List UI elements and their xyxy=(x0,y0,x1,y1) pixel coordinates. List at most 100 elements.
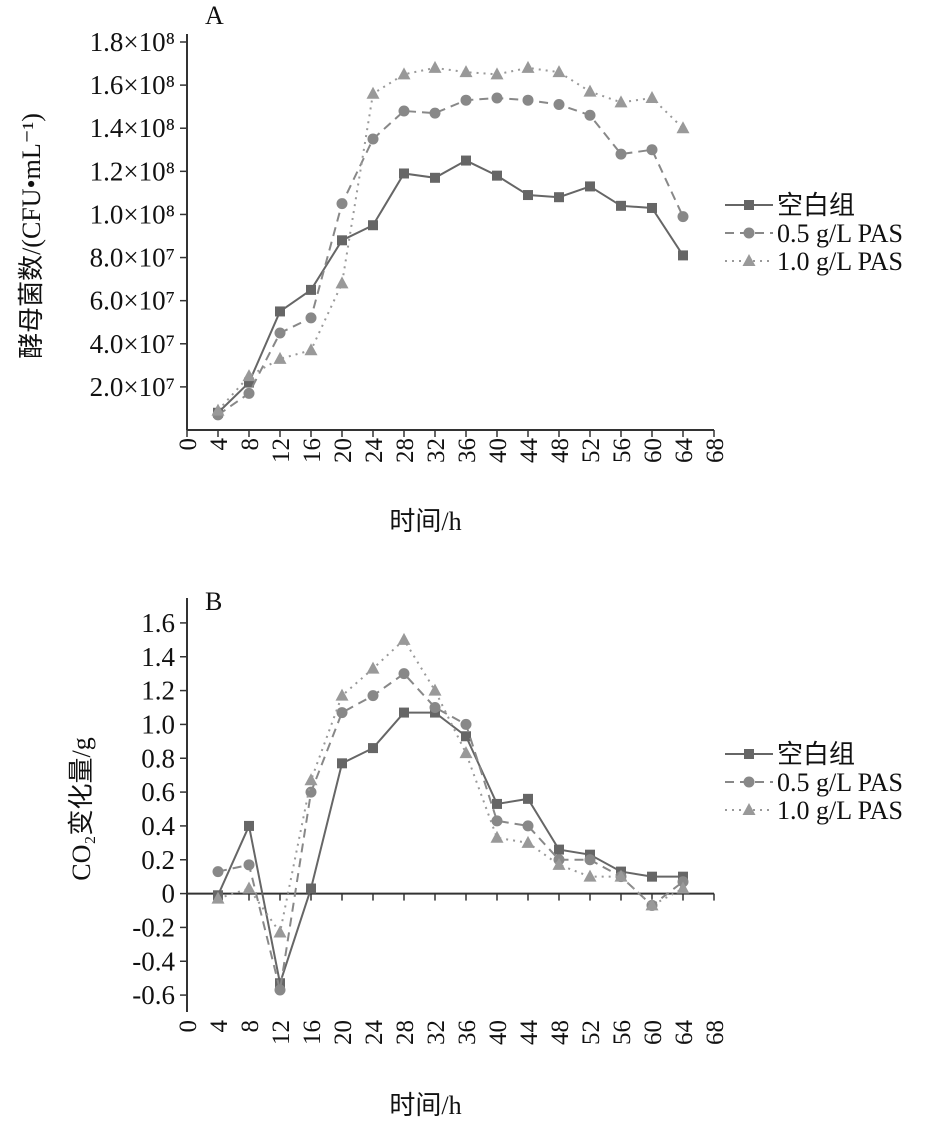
legend-label: 0.5 g/L PAS xyxy=(777,219,903,248)
y-tick-label: 0.6 xyxy=(141,777,175,807)
x-axis-title: 时间/h xyxy=(389,507,461,536)
data-point xyxy=(244,377,254,388)
x-tick-label: 4 xyxy=(206,1020,233,1033)
y-tick-label: 1.8×10⁸ xyxy=(90,27,175,57)
series-line xyxy=(217,97,684,416)
chart-a: 2.0×10⁷ 4.0×10⁷ 6.0×10⁷ 8.0×10⁷ 1.0×10⁸ 1.2×1… xyxy=(0,0,945,548)
data-point xyxy=(368,220,378,231)
data-point xyxy=(490,830,504,843)
x-tick-label: 44 xyxy=(516,438,543,464)
y-tick-label: -0.6 xyxy=(132,980,175,1010)
series-line xyxy=(217,638,684,935)
data-point xyxy=(397,632,411,645)
data-point xyxy=(522,820,534,832)
y-tick-label: 0.8 xyxy=(141,743,175,773)
x-tick-label: 40 xyxy=(485,1020,512,1045)
x-tick-label: 52 xyxy=(578,438,605,463)
x-tick-label: 40 xyxy=(485,438,512,463)
data-point xyxy=(645,898,659,911)
y-tick-label: 0.4 xyxy=(141,811,175,841)
chart-b: -0.6 -0.4 -0.2 0 0.2 0.4 0.6 0.8 1.0 1.2 1.4 1.6 0 4 8… xyxy=(0,576,945,1132)
data-point xyxy=(336,707,348,719)
data-point xyxy=(585,181,595,192)
data-point xyxy=(398,668,410,680)
data-point xyxy=(337,758,347,769)
data-point xyxy=(460,718,472,730)
x-tick-label: 28 xyxy=(392,438,419,463)
data-point xyxy=(677,211,689,223)
y-tick-label: 1.2×10⁸ xyxy=(90,156,175,186)
data-point xyxy=(212,866,224,878)
y-tick-label: 8.0×10⁷ xyxy=(90,243,175,273)
data-point xyxy=(676,881,690,894)
data-point xyxy=(337,235,347,246)
x-tick-label: 0 xyxy=(175,438,202,451)
y-tick-label: 1.6 xyxy=(141,608,175,638)
data-point xyxy=(242,881,256,894)
x-tick-label: 8 xyxy=(237,438,264,451)
data-point xyxy=(459,746,473,759)
legend-marker xyxy=(742,803,756,815)
data-point xyxy=(523,190,533,201)
data-point xyxy=(584,854,596,866)
data-point xyxy=(244,820,254,831)
x-tick-label: 48 xyxy=(547,438,574,463)
data-point xyxy=(275,978,285,989)
data-point xyxy=(429,107,441,119)
data-point xyxy=(492,798,502,809)
y-tick-label: 1.0 xyxy=(141,709,175,739)
x-tick-label: 8 xyxy=(237,1020,264,1033)
legend-marker xyxy=(744,749,754,759)
data-point xyxy=(242,369,256,382)
data-point xyxy=(399,707,409,718)
x-tick-label: 60 xyxy=(640,438,667,463)
data-point xyxy=(646,144,658,156)
series-line xyxy=(217,672,684,991)
y-tick-label: 4.0×10⁷ xyxy=(90,329,175,359)
data-point xyxy=(336,198,348,210)
data-point xyxy=(583,869,597,882)
data-point xyxy=(491,815,503,827)
series-3 xyxy=(211,632,690,938)
x-tick-label: 24 xyxy=(361,1020,388,1046)
x-tick-label: 24 xyxy=(361,438,388,464)
series-line xyxy=(217,66,684,412)
series-1 xyxy=(213,155,688,418)
x-tick-label: 32 xyxy=(423,1020,450,1045)
data-point xyxy=(430,172,440,183)
data-point xyxy=(273,925,287,938)
data-point xyxy=(399,168,409,179)
data-point xyxy=(305,312,317,324)
data-point xyxy=(676,121,690,134)
data-point xyxy=(584,109,596,121)
data-point xyxy=(645,91,659,104)
legend-marker xyxy=(743,227,755,239)
data-point xyxy=(553,99,565,111)
data-point xyxy=(306,284,316,295)
series-line xyxy=(217,159,684,414)
data-point xyxy=(243,859,255,871)
data-point xyxy=(647,871,657,882)
data-point xyxy=(335,276,349,289)
legend-label: 空白组 xyxy=(777,191,855,220)
x-tick-label: 52 xyxy=(578,1020,605,1045)
x-tick-label: 48 xyxy=(547,1020,574,1045)
y-tick-label: 6.0×10⁷ xyxy=(90,286,175,316)
data-point xyxy=(490,67,504,80)
data-point xyxy=(461,155,471,166)
y-axis-title: 酵母菌数/(CFU•mL⁻¹) xyxy=(17,113,46,359)
panel-label: B xyxy=(205,587,222,616)
legend-marker xyxy=(742,254,756,266)
y-tick-label: 1.6×10⁸ xyxy=(90,70,175,100)
series-line xyxy=(217,711,683,988)
series-1 xyxy=(213,707,688,989)
x-tick-label: 68 xyxy=(702,438,729,463)
data-point xyxy=(614,869,628,882)
data-point xyxy=(366,661,380,674)
data-point xyxy=(552,65,566,78)
data-point xyxy=(459,65,473,78)
y-tick-label: -0.2 xyxy=(132,912,175,942)
x-tick-label: 64 xyxy=(671,1020,698,1046)
